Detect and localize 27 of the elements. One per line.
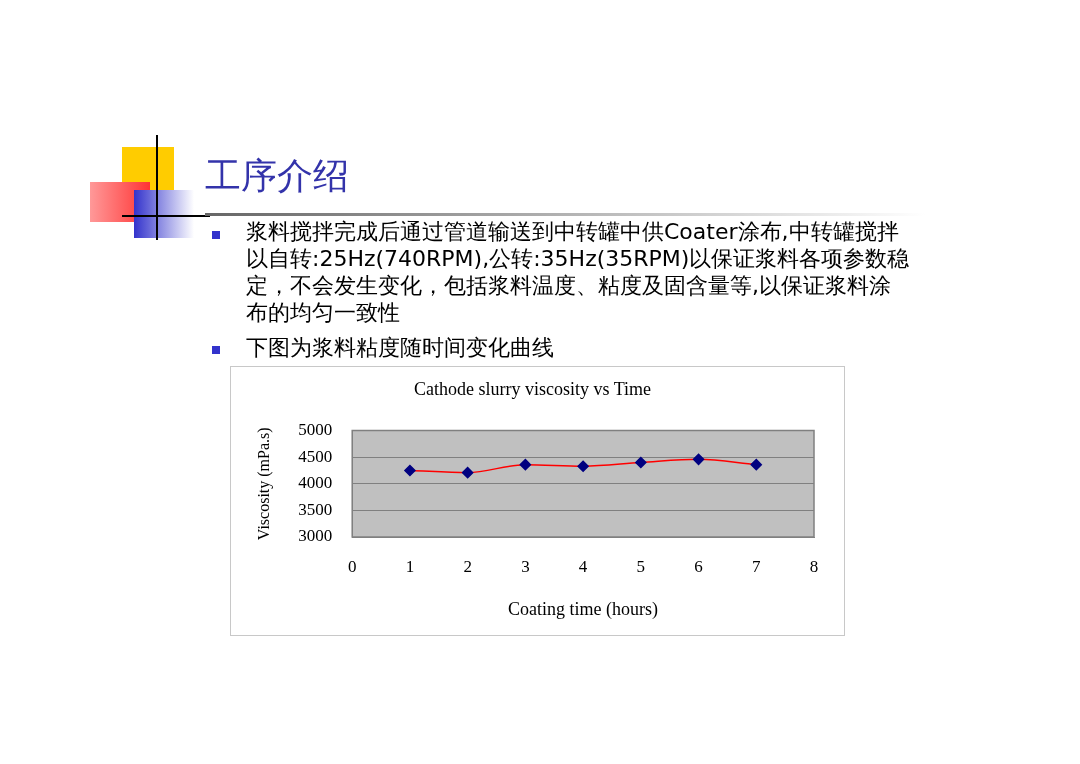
- y-tick-label: 5000: [298, 420, 333, 440]
- y-tick-label: 4500: [298, 446, 333, 466]
- text: 浆料搅拌完成后通过管道输送到中转罐中供Coater涂布,中转罐搅拌以自转:25Hz(740RPM),公转:35Hz(35RPM)以保证浆料各项参数稳定，不会发生变化，包括浆料温度、粘度及固含量等,以保证浆料涂布的均匀一致性: [246, 218, 911, 326]
- y-tick-label: 4000: [298, 473, 333, 493]
- x-tick-label: 6: [694, 556, 703, 576]
- text: 工序介绍: [205, 154, 349, 198]
- point: [692, 453, 705, 466]
- y-tick-label: 3500: [298, 499, 333, 519]
- point: [461, 466, 474, 479]
- x-tick-label: 2: [463, 556, 472, 576]
- x-tick-label: 7: [752, 556, 762, 576]
- x-tick-label: 0: [347, 556, 357, 576]
- point: [577, 460, 589, 472]
- x-tick-label: 3: [521, 556, 530, 576]
- x-tick-label: 5: [636, 556, 646, 576]
- point: [404, 464, 416, 477]
- x-axis-title: Coating time (hours): [508, 598, 659, 620]
- text: 下图为浆料粘度随时间变化曲线: [246, 334, 554, 361]
- point: [519, 458, 532, 471]
- point: [750, 458, 763, 471]
- point: [635, 456, 647, 469]
- x-tick-label: 1: [405, 556, 415, 576]
- chart-title: Cathode slurry viscosity vs Time: [413, 378, 652, 399]
- x-tick-label: 4: [578, 556, 588, 576]
- y-axis-title: Viscosity (mPa.s): [254, 427, 273, 541]
- x-tick-label: 8: [809, 556, 819, 576]
- y-tick-label: 3000: [298, 526, 333, 546]
